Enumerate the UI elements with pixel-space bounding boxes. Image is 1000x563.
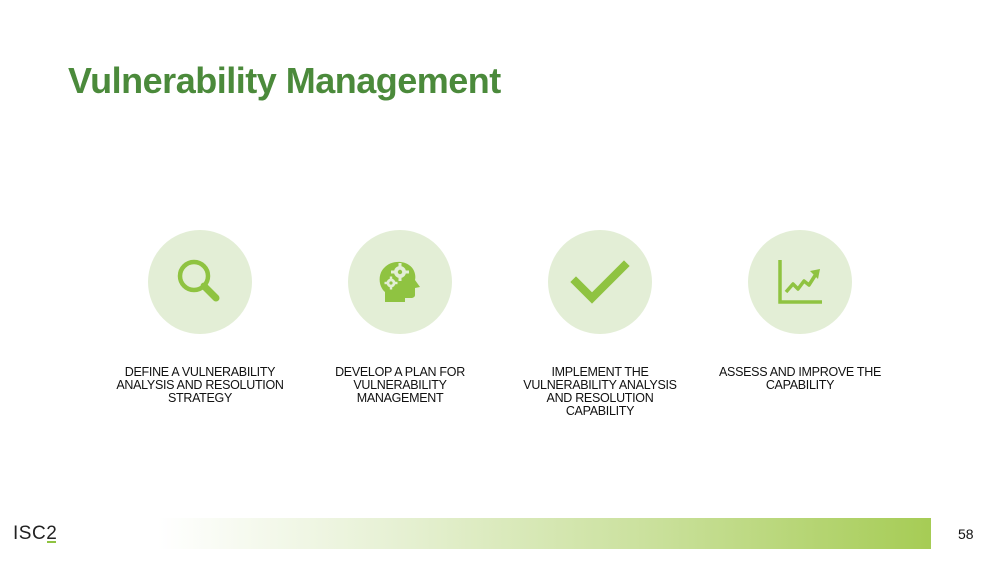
head-gears-icon (379, 261, 420, 302)
step-icon-circle (748, 230, 852, 334)
step-icon-circle (548, 230, 652, 334)
step-label: ASSESS AND IMPROVE THE CAPABILITY (719, 365, 881, 392)
step-develop-plan: DEVELOP A PLAN FOR VULNERABILITY MANAGEM… (315, 230, 485, 405)
logo-text: ISC (13, 523, 47, 544)
step-label: DEVELOP A PLAN FOR VULNERABILITY MANAGEM… (335, 365, 465, 405)
magnifying-glass-icon (177, 259, 220, 302)
step-icon-circle (348, 230, 452, 334)
step-implement-capability: IMPLEMENT THE VULNERABILITY ANALYSIS AND… (515, 230, 685, 418)
footer-gradient-band (158, 518, 931, 549)
step-label: DEFINE A VULNERABILITY ANALYSIS AND RESO… (116, 365, 284, 405)
slide-title: Vulnerability Management (68, 60, 501, 101)
page-number: 58 (958, 526, 974, 542)
step-define-strategy: DEFINE A VULNERABILITY ANALYSIS AND RESO… (115, 230, 285, 405)
step-label: IMPLEMENT THE VULNERABILITY ANALYSIS AND… (523, 365, 677, 418)
logo-suffix: 2 (46, 523, 58, 544)
trend-chart-icon (778, 260, 822, 304)
checkmark-icon (570, 260, 630, 304)
isc2-logo: ISC2 (13, 523, 57, 545)
logo-accent (47, 541, 57, 543)
step-icon-circle (148, 230, 252, 334)
step-assess-improve: ASSESS AND IMPROVE THE CAPABILITY (715, 230, 885, 392)
